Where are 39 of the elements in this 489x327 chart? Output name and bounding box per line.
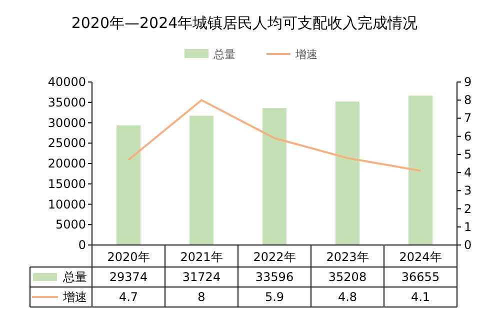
y-tick-label: 0: [78, 238, 86, 252]
y-tick-label: 20000: [48, 156, 86, 170]
data-label: 4.8: [338, 290, 358, 304]
y-tick-label: 25000: [48, 136, 86, 150]
data-label: 4.1: [410, 290, 430, 304]
y2-tick-label: 7: [464, 111, 472, 126]
data-label: 8: [198, 290, 206, 304]
y-tick-label: 5000: [55, 218, 86, 232]
y-tick-label: 15000: [48, 176, 86, 191]
data-label: 35208: [328, 270, 367, 284]
chart-title: 2020年—2024年城镇居民人均可支配收入完成情况: [71, 14, 418, 32]
y-tick-label: 10000: [48, 197, 86, 212]
y2-tick-label: 3: [464, 184, 472, 198]
x-tick-label: 2024年: [399, 250, 442, 264]
legend-label: 增速: [294, 48, 318, 61]
y2-tick-label: 8: [464, 93, 472, 108]
data-label: 5.9: [264, 290, 284, 304]
y2-tick-label: 6: [464, 129, 472, 144]
y2-tick-label: 1: [464, 220, 472, 234]
data-label: 31724: [182, 270, 221, 284]
y2-tick-label: 0: [464, 238, 472, 252]
text: 总量: [63, 270, 87, 284]
y2-tick-label: 9: [464, 75, 472, 89]
y-tick-label: 30000: [48, 116, 86, 130]
x-tick-label: 2022年: [253, 250, 296, 264]
y2-tick-label: 4: [464, 166, 472, 180]
data-label: 36655: [401, 270, 440, 284]
x-tick-label: 2021年: [180, 250, 223, 264]
y2-tick-label: 5: [464, 147, 472, 162]
data-label: 4.7: [118, 290, 138, 304]
data-label: 29374: [109, 270, 148, 284]
x-tick-label: 2023年: [326, 250, 369, 264]
y2-tick-label: 2: [464, 202, 472, 216]
x-tick-label: 2020年: [107, 250, 150, 264]
legend-label: 总量: [212, 48, 236, 61]
text: 增速: [63, 290, 87, 304]
data-label: 33596: [255, 270, 294, 284]
y-tick-label: 40000: [48, 75, 86, 89]
y-tick-label: 35000: [48, 95, 86, 110]
